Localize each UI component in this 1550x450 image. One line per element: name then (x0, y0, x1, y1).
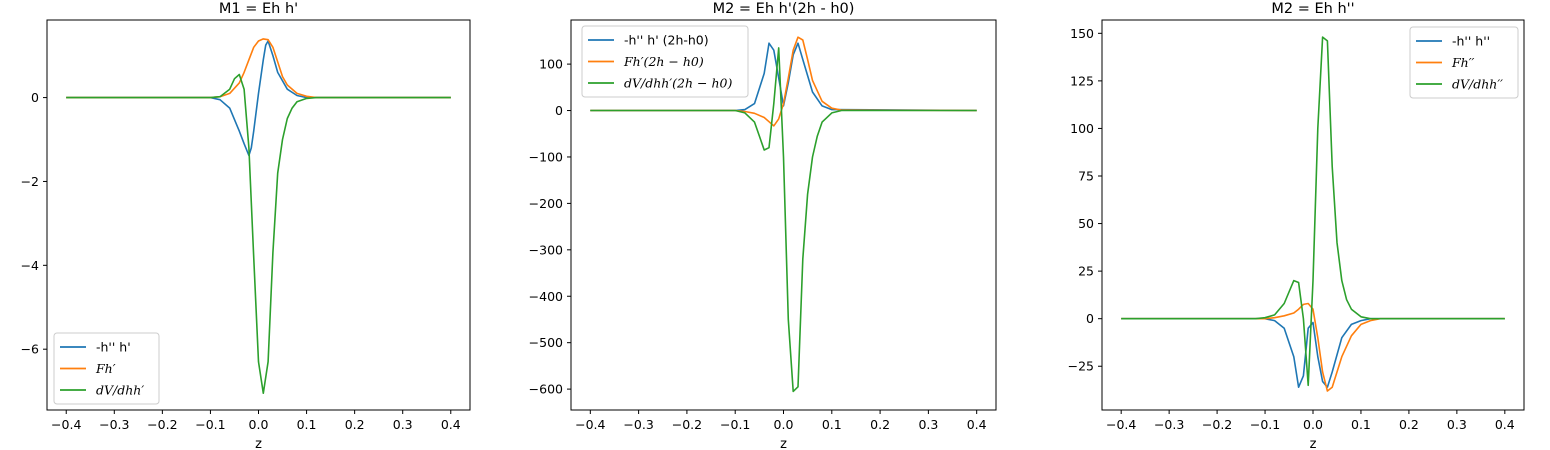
x-tick-label: −0.2 (1202, 417, 1232, 432)
x-tick-label: −0.3 (1154, 417, 1184, 432)
y-tick-label: 0 (555, 103, 563, 118)
plot-area (590, 36, 977, 393)
y-tick-label: −200 (529, 196, 563, 211)
x-axis-label: z (1310, 437, 1317, 450)
x-axis-label: z (255, 437, 262, 450)
series-line-3 (1121, 36, 1505, 387)
legend-label: dV/dhh′′ (1452, 77, 1503, 92)
plot-area (1121, 36, 1505, 392)
y-tick-label: −600 (529, 382, 563, 397)
legend-box (1409, 26, 1519, 99)
series-line-2 (1121, 302, 1505, 392)
y-tick-label: 125 (1070, 73, 1094, 88)
subplot-2: −0.4 −0.3 −0.2 −0.1 0.0 0.1 0.2 0.3 0.4 −600 −500 −… (529, 1, 997, 450)
y-tick-label: 50 (1078, 216, 1094, 231)
y-tick-label: 0 (1086, 311, 1094, 326)
y-tick-label: 0 (31, 90, 39, 105)
x-tick-label: 0.4 (967, 417, 987, 432)
chart-title: M1 = Eh h' (219, 1, 298, 17)
x-axis-label: z (780, 437, 787, 450)
y-tick-label: 100 (539, 57, 563, 72)
series-line-2 (590, 36, 977, 127)
x-tick-label: −0.3 (623, 417, 653, 432)
subplots: −0.4 −0.3 −0.2 −0.1 0.0 0.1 0.2 0.3 0.4 −6 −4 −2 0 M1… (21, 1, 1525, 450)
y-tick-label: −2 (21, 174, 39, 189)
y-tick-label: −4 (21, 258, 39, 273)
x-tick-label: 0.3 (918, 417, 938, 432)
x-tick-label: 0.4 (441, 417, 461, 432)
x-tick-label: 0.1 (822, 417, 842, 432)
x-tick-label: 0.2 (870, 417, 890, 432)
x-tick-label: −0.4 (1106, 417, 1136, 432)
x-tick-label: 0.0 (774, 417, 794, 432)
x-tick-label: −0.2 (147, 417, 177, 432)
legend-box (53, 332, 160, 405)
y-tick-label: −100 (529, 149, 563, 164)
x-tick-label: 0.2 (345, 417, 365, 432)
x-tick-label: 0.1 (1351, 417, 1371, 432)
x-tick-label: −0.4 (575, 417, 605, 432)
y-tick-label: −300 (529, 242, 563, 257)
series-line-3 (66, 73, 451, 395)
x-tick-label: 0.0 (249, 417, 269, 432)
series-line-1 (1121, 317, 1505, 389)
y-tick-label: −6 (21, 342, 39, 357)
x-tick-label: 0.0 (1303, 417, 1323, 432)
legend-label: -h'' h'' (1452, 34, 1490, 49)
series-line-1 (66, 40, 451, 157)
x-tick-label: −0.1 (195, 417, 225, 432)
x-tick-label: 0.2 (1399, 417, 1419, 432)
legend: -h'' h'' Fh′′ dV/dhh′′ (1409, 26, 1519, 99)
series-line-3 (590, 47, 977, 393)
x-tick-label: −0.2 (672, 417, 702, 432)
x-tick-label: −0.1 (1250, 417, 1280, 432)
x-tick-label: −0.4 (51, 417, 81, 432)
legend-label: dV/dhh′(2h − h0) (624, 76, 732, 91)
x-tick-label: 0.3 (393, 417, 413, 432)
chart-title: M2 = Eh h'' (1271, 1, 1354, 17)
x-tick-label: −0.3 (99, 417, 129, 432)
x-tick-label: 0.1 (297, 417, 317, 432)
y-tick-label: −25 (1068, 359, 1094, 374)
chart-title: M2 = Eh h'(2h - h0) (713, 1, 855, 17)
x-tick-label: −0.1 (720, 417, 750, 432)
x-tick-label: 0.3 (1447, 417, 1467, 432)
y-tick-label: 100 (1070, 121, 1094, 136)
legend-label: Fh′ (95, 361, 116, 376)
y-tick-label: −400 (529, 289, 563, 304)
y-tick-label: −500 (529, 335, 563, 350)
legend: -h'' h' (2h-h0) Fh′(2h − h0) dV/dhh′(2h − … (581, 25, 749, 98)
legend-label: Fh′′ (1451, 55, 1475, 70)
subplot-3: −0.4 −0.3 −0.2 −0.1 0.0 0.1 0.2 0.3 0.4 −25 0 25 50 7… (1068, 1, 1525, 450)
legend-box (581, 25, 749, 98)
y-tick-label: 150 (1070, 26, 1094, 41)
y-tick-label: 75 (1078, 169, 1094, 184)
y-tick-label: 25 (1078, 264, 1094, 279)
legend-label: Fh′(2h − h0) (623, 54, 704, 69)
legend-label: -h'' h' (2h-h0) (624, 33, 709, 48)
legend: -h'' h' Fh′ dV/dhh′ (53, 332, 160, 405)
series-line-2 (66, 38, 451, 99)
legend-label: -h'' h' (96, 340, 131, 355)
legend-label: dV/dhh′ (96, 383, 144, 398)
x-tick-label: 0.4 (1495, 417, 1515, 432)
subplot-1: −0.4 −0.3 −0.2 −0.1 0.0 0.1 0.2 0.3 0.4 −6 −4 −2 0 M1… (21, 1, 471, 450)
plot-area (66, 38, 451, 395)
